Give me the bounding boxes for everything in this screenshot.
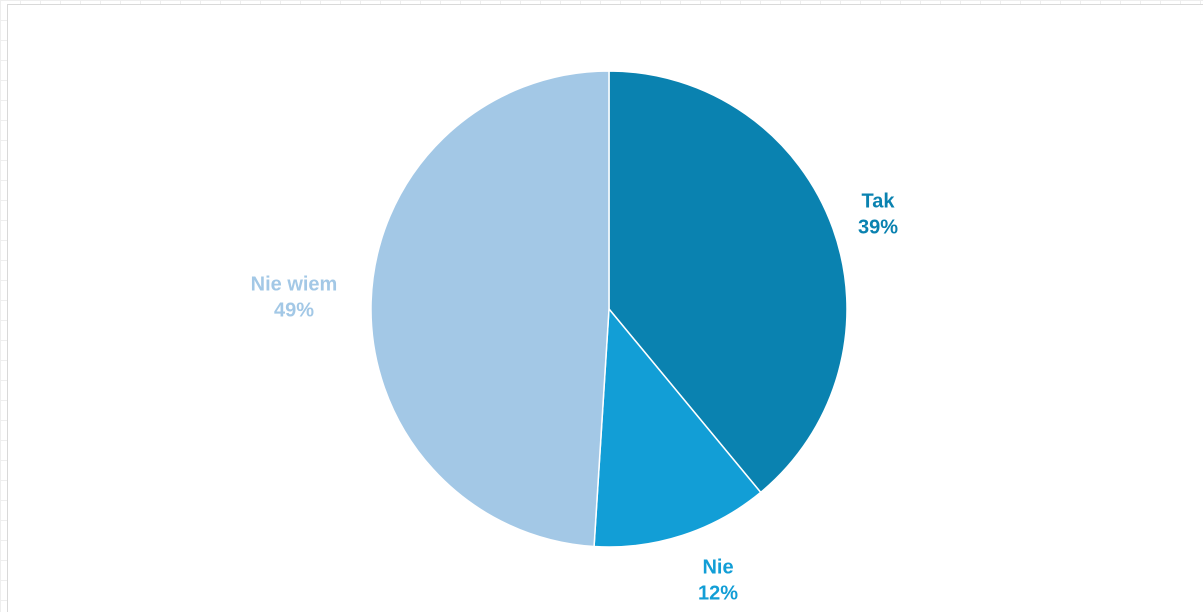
- slice-value-label: 49%: [274, 299, 314, 321]
- pie-slice-nie[interactable]: [593, 307, 762, 548]
- slice-value-label: 39%: [858, 216, 898, 238]
- slice-value-label: 12%: [698, 582, 738, 604]
- pie-slice-nie-wiem[interactable]: [370, 70, 610, 548]
- slice-category-label: Nie wiem: [251, 273, 338, 295]
- slice-category-label: Tak: [862, 190, 896, 212]
- pie-slice-tak[interactable]: [608, 70, 848, 494]
- slice-category-label: Nie: [702, 556, 733, 578]
